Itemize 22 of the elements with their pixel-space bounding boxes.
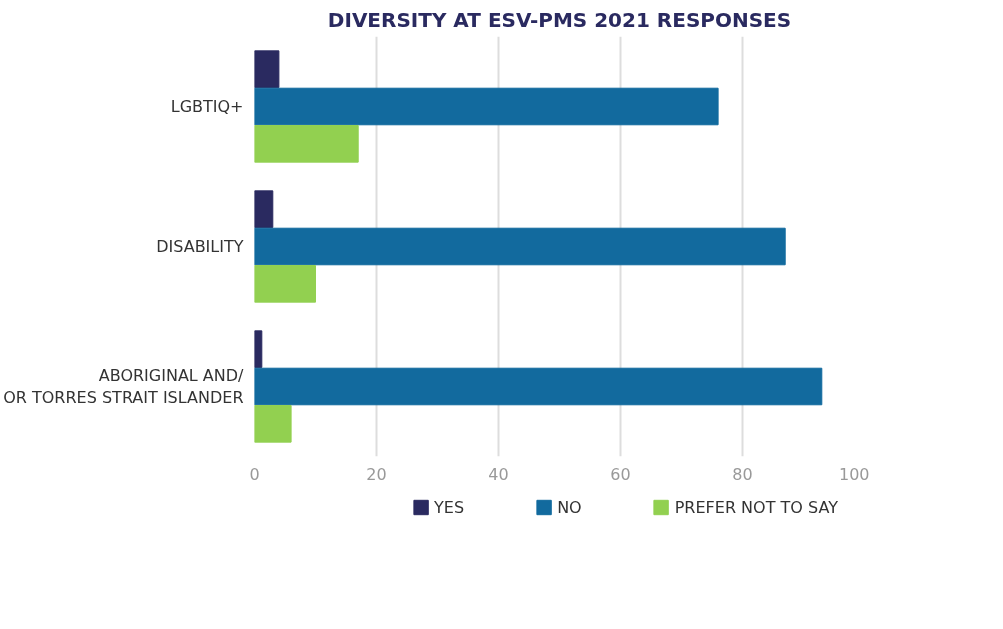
bar [254, 50, 280, 88]
chart-title: DIVERSITY AT ESV-PMS 2021 RESPONSES [327, 7, 792, 32]
y-tick-label: LGBTIQ+ [170, 97, 244, 116]
bar [254, 87, 719, 126]
x-tick-label: 100 [838, 464, 870, 484]
bar [254, 265, 316, 303]
y-tick-label: DISABILITY [156, 237, 244, 256]
bar [254, 190, 274, 228]
legend-label: YES [434, 497, 465, 517]
bar [254, 330, 263, 368]
x-tick-label: 80 [732, 464, 753, 484]
bar [254, 227, 786, 266]
x-tick-label: 0 [249, 464, 260, 484]
legend-label: NO [557, 497, 582, 517]
bar [254, 367, 823, 406]
bar [254, 125, 359, 163]
y-tick-label: ABORIGINAL AND/ OR TORRES STRAIT ISLANDER [3, 365, 245, 408]
legend-label: PREFER NOT TO SAY [674, 497, 838, 517]
x-tick-label: 60 [610, 464, 631, 484]
x-tick-label: 20 [366, 464, 387, 484]
x-tick-label: 40 [488, 464, 509, 484]
bar [254, 405, 292, 443]
